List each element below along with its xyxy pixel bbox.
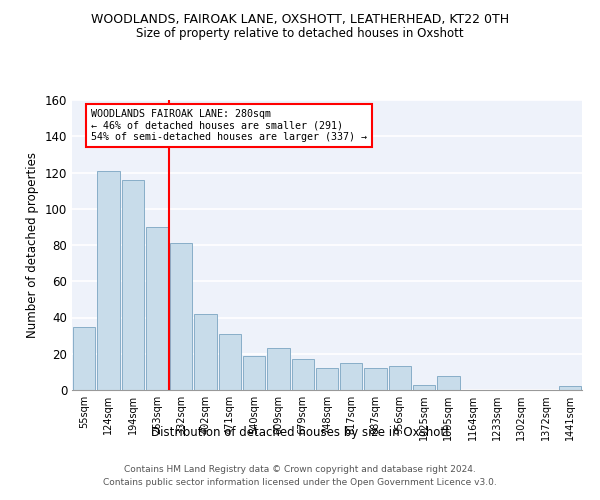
- Bar: [413, 384, 436, 390]
- Bar: [316, 368, 338, 390]
- Bar: [194, 314, 217, 390]
- Bar: [340, 363, 362, 390]
- Bar: [146, 227, 168, 390]
- Text: WOODLANDS FAIROAK LANE: 280sqm
← 46% of detached houses are smaller (291)
54% of: WOODLANDS FAIROAK LANE: 280sqm ← 46% of …: [91, 109, 367, 142]
- Text: WOODLANDS, FAIROAK LANE, OXSHOTT, LEATHERHEAD, KT22 0TH: WOODLANDS, FAIROAK LANE, OXSHOTT, LEATHE…: [91, 12, 509, 26]
- Text: Contains HM Land Registry data © Crown copyright and database right 2024.: Contains HM Land Registry data © Crown c…: [124, 466, 476, 474]
- Bar: [389, 366, 411, 390]
- Bar: [218, 334, 241, 390]
- Bar: [437, 376, 460, 390]
- Bar: [73, 326, 95, 390]
- Y-axis label: Number of detached properties: Number of detached properties: [26, 152, 39, 338]
- Bar: [170, 243, 193, 390]
- Text: Size of property relative to detached houses in Oxshott: Size of property relative to detached ho…: [136, 28, 464, 40]
- Bar: [267, 348, 290, 390]
- Text: Distribution of detached houses by size in Oxshott: Distribution of detached houses by size …: [151, 426, 449, 439]
- Bar: [122, 180, 144, 390]
- Bar: [243, 356, 265, 390]
- Text: Contains public sector information licensed under the Open Government Licence v3: Contains public sector information licen…: [103, 478, 497, 487]
- Bar: [364, 368, 387, 390]
- Bar: [292, 359, 314, 390]
- Bar: [559, 386, 581, 390]
- Bar: [97, 170, 119, 390]
